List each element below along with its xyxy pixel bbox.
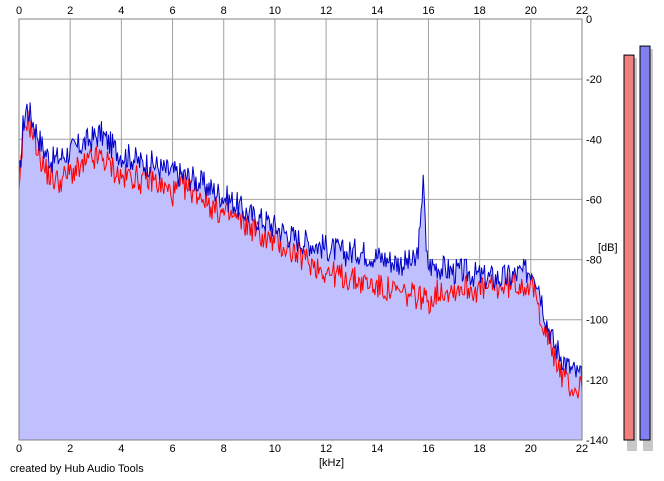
level-meter-bar [623,54,635,441]
y-tick-label: 0 [586,14,592,26]
level-meter-bar [639,45,651,441]
x-tick-label-bottom: 18 [474,443,486,455]
x-tick-label-top: 16 [422,5,434,17]
x-tick-label-top: 8 [221,5,227,17]
x-tick-label-top: 10 [269,5,281,17]
series-line-blue [18,102,583,393]
x-tick-labels-bottom: 0 2 4 6 8 10 12 14 16 18 20 22 [16,443,588,455]
series-line-red [18,110,583,399]
series-areas [19,102,582,441]
level-meters [623,45,653,452]
x-tick-label-top: 14 [371,5,383,17]
y-tick-label: -100 [586,315,608,327]
footer-credit: created by Hub Audio Tools [10,463,144,475]
x-tick-label-bottom: 12 [320,443,332,455]
x-tick-label-top: 2 [67,5,73,17]
x-tick-label-top: 4 [118,5,124,17]
x-tick-label-bottom: 14 [371,443,383,455]
x-tick-label-bottom: 4 [118,443,124,455]
x-tick-label-bottom: 22 [576,443,588,455]
x-tick-label-top: 18 [474,5,486,17]
x-tick-labels-top: 0 2 4 6 8 10 12 14 16 18 20 22 [16,5,588,17]
spectrum-area [19,102,582,441]
x-tick-label-top: 0 [16,5,22,17]
y-tick-label: -60 [586,194,602,206]
x-tick-label-bottom: 16 [422,443,434,455]
series-lines [18,102,583,399]
y-tick-label: -120 [586,375,608,387]
x-tick-label-top: 20 [525,5,537,17]
x-tick-label-bottom: 6 [169,443,175,455]
plot-frame [18,18,583,441]
x-tick-label-bottom: 8 [221,443,227,455]
y-tick-label: -40 [586,134,602,146]
x-tick-label-bottom: 20 [525,443,537,455]
x-tick-label-bottom: 2 [67,443,73,455]
x-tick-label-top: 12 [320,5,332,17]
y-tick-label: -140 [586,435,608,447]
y-tick-labels: 0 -20 -40 -60 -80 -100 -120 -140 [586,14,608,447]
y-axis-label: [dB] [598,242,618,254]
y-tick-label: -80 [586,255,602,267]
x-axis-label: [kHz] [319,457,344,469]
x-tick-label-bottom: 10 [269,443,281,455]
x-tick-label-bottom: 0 [16,443,22,455]
y-tick-label: -20 [586,74,602,86]
x-tick-label-top: 22 [576,5,588,17]
x-tick-label-top: 6 [169,5,175,17]
